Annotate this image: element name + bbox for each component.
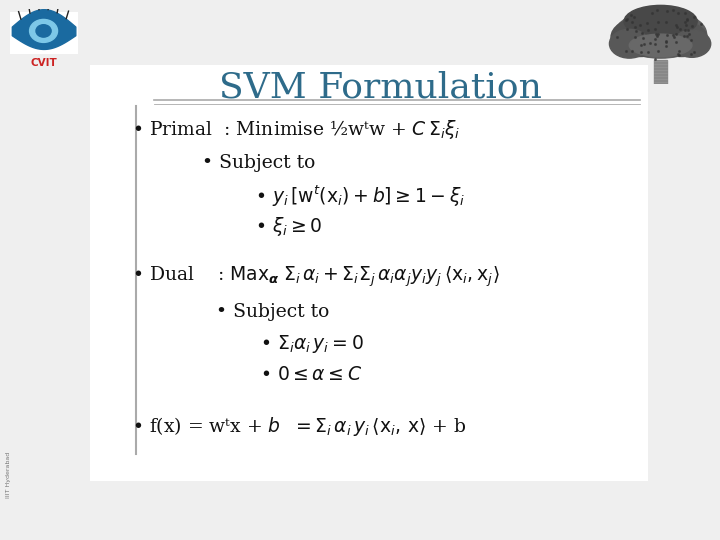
Text: • f(x) = wᵗx + $b$  $= \Sigma_i\,\alpha_i\,y_i\,\langle \mathrm{x}_i,\,\mathrm{x: • f(x) = wᵗx + $b$ $= \Sigma_i\,\alpha_i… — [132, 415, 466, 438]
Point — [652, 18, 664, 26]
Point — [682, 25, 693, 34]
Point — [680, 21, 692, 30]
Point — [628, 12, 639, 21]
Text: • $0 \leq \alpha \leq C$: • $0 \leq \alpha \leq C$ — [260, 366, 363, 383]
Point — [674, 51, 685, 59]
Point — [673, 47, 685, 56]
Point — [649, 35, 661, 43]
Text: IIIT Hyderabad: IIIT Hyderabad — [6, 452, 11, 498]
Ellipse shape — [673, 30, 711, 57]
Point — [647, 9, 658, 17]
Point — [679, 8, 690, 17]
Text: • Dual    : $\mathrm{Max}_{\boldsymbol{\alpha}}\;\Sigma_i\,\alpha_i + \Sigma_i\S: • Dual : $\mathrm{Max}_{\boldsymbol{\alp… — [132, 265, 500, 289]
Point — [649, 40, 661, 49]
Point — [688, 48, 700, 57]
Text: • Primal  : Minimise ½wᵗw + $C\,\Sigma_i\xi_i$: • Primal : Minimise ½wᵗw + $C\,\Sigma_i\… — [132, 118, 460, 141]
Point — [643, 25, 654, 34]
Ellipse shape — [629, 34, 692, 57]
Point — [683, 30, 695, 38]
Ellipse shape — [624, 5, 697, 37]
Point — [660, 18, 672, 26]
Text: • $\xi_i \geq 0$: • $\xi_i \geq 0$ — [255, 215, 322, 239]
Point — [636, 41, 647, 50]
Point — [685, 49, 697, 58]
Point — [630, 26, 642, 35]
Point — [649, 25, 660, 33]
Point — [671, 23, 683, 31]
Point — [642, 19, 653, 28]
Point — [652, 32, 663, 40]
Point — [629, 33, 641, 42]
Point — [686, 22, 698, 30]
Point — [621, 15, 632, 23]
Text: • Subject to: • Subject to — [215, 303, 329, 321]
Point — [629, 23, 641, 31]
Point — [688, 13, 700, 22]
Point — [626, 18, 638, 27]
Point — [668, 32, 680, 41]
Point — [652, 30, 664, 38]
Point — [672, 50, 683, 59]
Text: • $\Sigma_i\alpha_i\,y_i = 0$: • $\Sigma_i\alpha_i\,y_i = 0$ — [260, 333, 364, 355]
Point — [682, 31, 693, 40]
Point — [670, 21, 682, 30]
Point — [644, 38, 656, 47]
Ellipse shape — [615, 10, 706, 58]
Circle shape — [36, 25, 51, 37]
Ellipse shape — [609, 29, 649, 58]
Point — [620, 47, 631, 56]
Point — [682, 16, 693, 24]
Point — [680, 18, 691, 26]
Point — [661, 30, 672, 39]
Point — [681, 15, 693, 24]
Point — [634, 21, 646, 29]
Point — [643, 48, 654, 56]
Point — [626, 11, 637, 19]
Point — [635, 48, 647, 57]
Point — [650, 29, 662, 38]
Point — [674, 25, 685, 33]
Point — [670, 30, 682, 39]
Point — [667, 5, 679, 14]
Point — [685, 36, 697, 44]
Ellipse shape — [611, 18, 668, 57]
Point — [637, 34, 649, 43]
Circle shape — [30, 19, 58, 43]
Point — [695, 19, 706, 28]
Point — [670, 37, 682, 46]
Point — [678, 32, 689, 40]
Point — [680, 26, 691, 35]
Point — [667, 31, 679, 39]
FancyBboxPatch shape — [9, 12, 78, 54]
Point — [649, 55, 660, 63]
Point — [611, 32, 622, 41]
Text: SVM Formulation: SVM Formulation — [219, 71, 541, 105]
Point — [661, 6, 672, 15]
Point — [651, 5, 662, 14]
Point — [639, 39, 650, 48]
Text: • Subject to: • Subject to — [202, 153, 315, 172]
Point — [660, 42, 671, 50]
Point — [621, 25, 632, 33]
Point — [626, 46, 638, 55]
Text: • $y_i\,[\mathrm{w}^t(\mathrm{x}_i) + b] \geq 1 - \xi_i$: • $y_i\,[\mathrm{w}^t(\mathrm{x}_i) + b]… — [255, 183, 465, 208]
FancyBboxPatch shape — [90, 65, 648, 481]
Ellipse shape — [655, 22, 708, 57]
Point — [660, 38, 672, 47]
Bar — [654, 60, 667, 84]
Point — [660, 37, 672, 45]
Point — [636, 29, 648, 37]
Point — [672, 9, 683, 17]
Point — [620, 16, 631, 25]
Text: CVIT: CVIT — [30, 58, 57, 68]
Point — [652, 46, 664, 55]
